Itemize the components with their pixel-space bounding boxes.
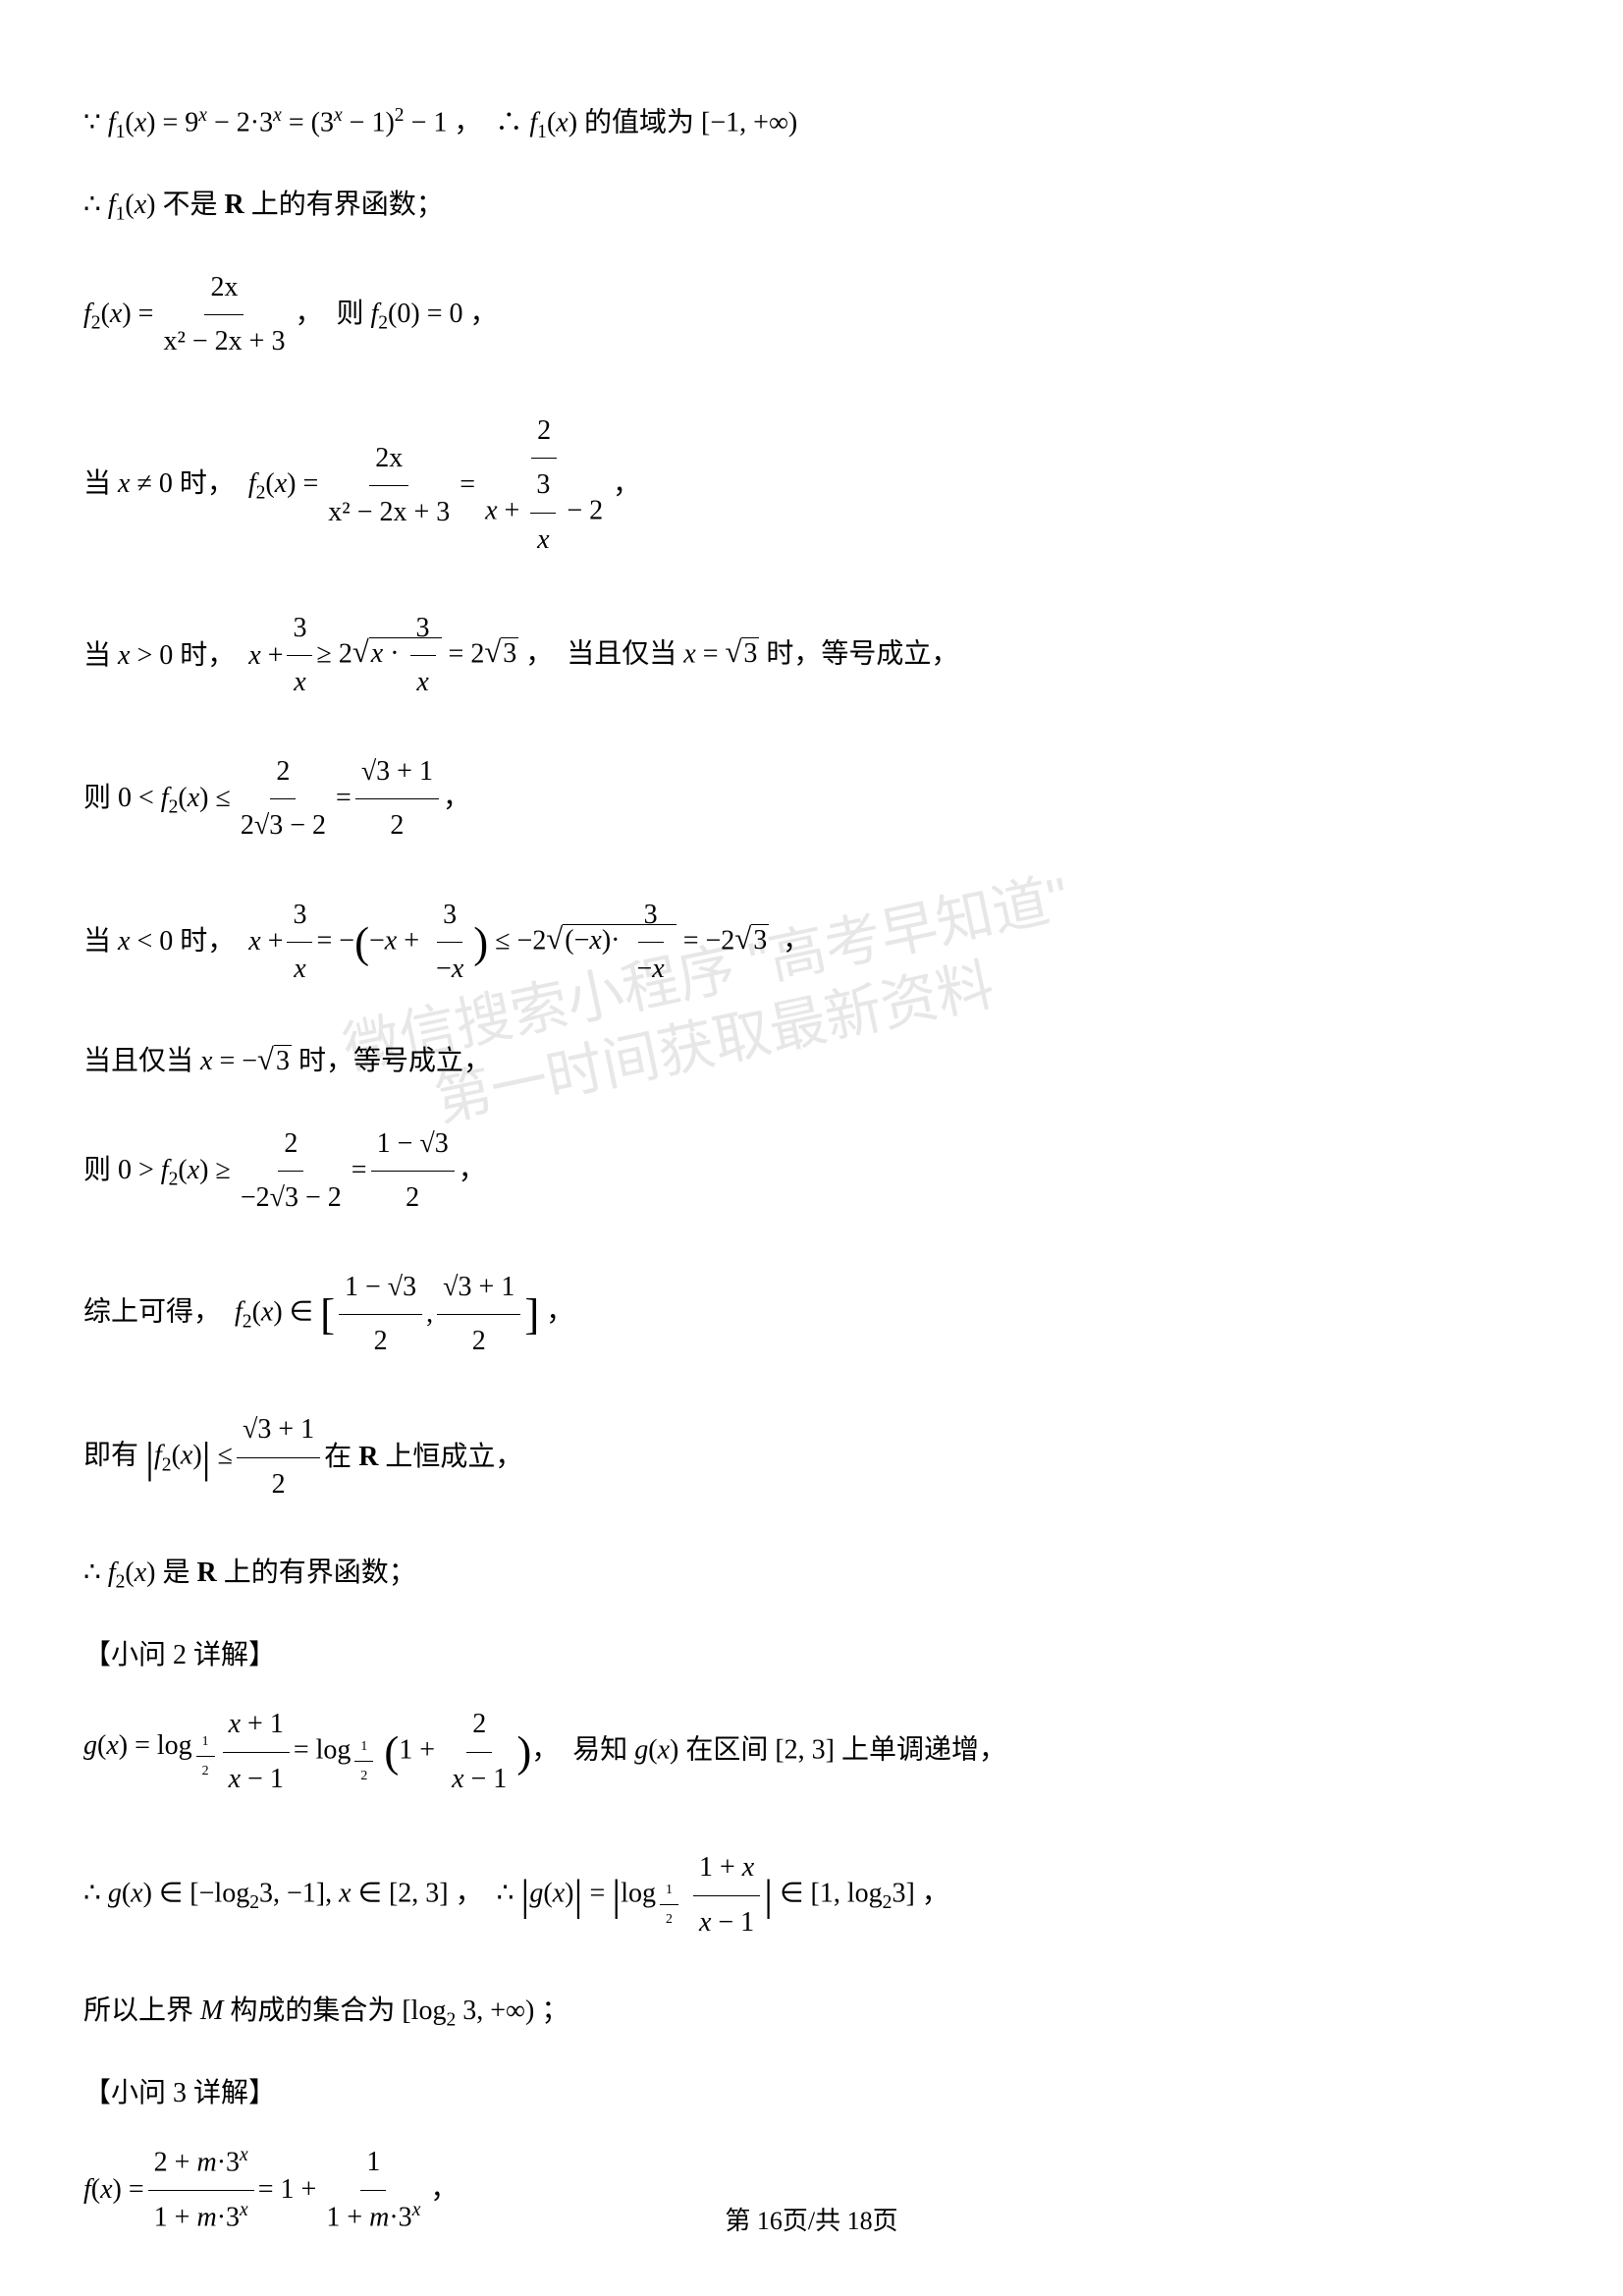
math-line-16: f(x) = 2 + m·3x 1 + m·3x = 1 + 1 1 + m·3… — [83, 2138, 1540, 2242]
math-line-14: ∴ g(x) ∈ [−log23, −1], x ∈ [2, 3] ， ∴ |g… — [83, 1843, 1540, 1947]
math-line-3: f2(x) = 2x x² − 2x + 3 ， 则 f2(0) = 0 ， — [83, 263, 1540, 367]
math-line-4: 当 x ≠ 0 时， f2(x) = 2x x² − 2x + 3 = 2 x … — [83, 407, 1540, 565]
math-line-5: 当 x > 0 时， x + 3 x ≥ 2x · 3x = 23 ， 当且仅当… — [83, 604, 1540, 708]
math-line-12: ∴ f2(x) 是 R 上的有界函数； — [83, 1549, 1540, 1600]
math-line-7: 当 x < 0 时， x + 3 x = −(−x + 3−x) ≤ −2(−x… — [83, 891, 1540, 995]
math-line-2: ∴ f1(x) 不是 R 上的有界函数； — [83, 181, 1540, 232]
math-line-15: 所以上界 M 构成的集合为 [log2 3, +∞) ； — [83, 1987, 1540, 2038]
math-line-9: 则 0 > f2(x) ≥ 2 −2√3 − 2 = 1 − √3 2 ， — [83, 1120, 1540, 1224]
math-line-13: g(x) = log12 x + 1 x − 1 = log12 (1 + 2x… — [83, 1700, 1540, 1804]
math-line-8: 当且仅当 x = −3 时，等号成立， — [83, 1033, 1540, 1087]
math-line-11: 即有 |f2(x)| ≤ √3 + 1 2 在 R 上恒成立， — [83, 1405, 1540, 1509]
math-line-6: 则 0 < f2(x) ≤ 2 2√3 − 2 = √3 + 1 2 ， — [83, 747, 1540, 851]
page-content: ∵ f1(x) = 9x − 2·3x = (3x − 1)2 − 1 ， ∴ … — [83, 98, 1540, 2243]
section-3-header: 【小问 3 详解】 — [83, 2069, 1540, 2118]
section-2-header: 【小问 2 详解】 — [83, 1631, 1540, 1680]
math-line-10: 综上可得， f2(x) ∈ [ 1 − √3 2 , √3 + 1 2 ] ， — [83, 1263, 1540, 1367]
math-line-1: ∵ f1(x) = 9x − 2·3x = (3x − 1)2 − 1 ， ∴ … — [83, 98, 1540, 149]
